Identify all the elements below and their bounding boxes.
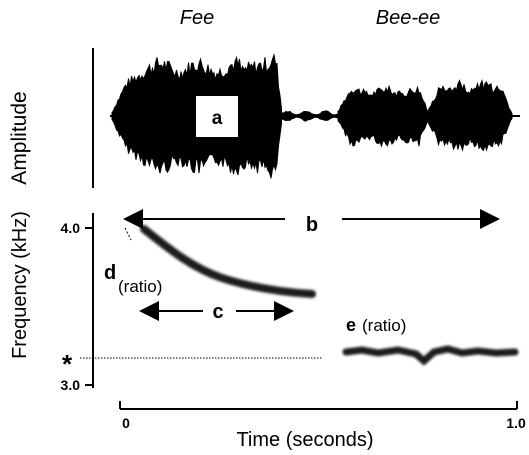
time-axis [119, 401, 518, 410]
x-tick-1: 1.0 [506, 415, 526, 431]
waveform-noise [282, 110, 340, 122]
label-e: e [346, 315, 356, 335]
syllable-bee-label: Bee-ee [376, 7, 441, 29]
y-tick-4: 4.0 [61, 220, 81, 236]
waveform-bee-first [337, 84, 429, 148]
syllable-fee-label: Fee [180, 7, 214, 29]
label-c: c [212, 301, 223, 323]
x-tick-0: 0 [122, 415, 130, 431]
asterisk-marker: * [62, 349, 73, 379]
label-a: a [212, 108, 223, 129]
label-a-box [196, 96, 238, 137]
frequency-axis [85, 213, 94, 388]
waveform-bee-second [427, 79, 513, 152]
amplitude-axis-label: Amplitude [8, 91, 31, 184]
frequency-trace-bee [342, 345, 519, 366]
y-tick-3: 3.0 [61, 377, 81, 393]
frequency-trace-fee [140, 225, 316, 298]
label-b: b [306, 214, 318, 236]
d-marker [124, 227, 132, 241]
label-e-ratio: (ratio) [362, 316, 406, 335]
amplitude-waveform [110, 53, 520, 179]
label-d: d [104, 262, 116, 284]
label-d-ratio: (ratio) [118, 277, 162, 296]
time-axis-label: Time (seconds) [236, 429, 373, 451]
frequency-axis-label: Frequency (kHz) [9, 211, 31, 359]
